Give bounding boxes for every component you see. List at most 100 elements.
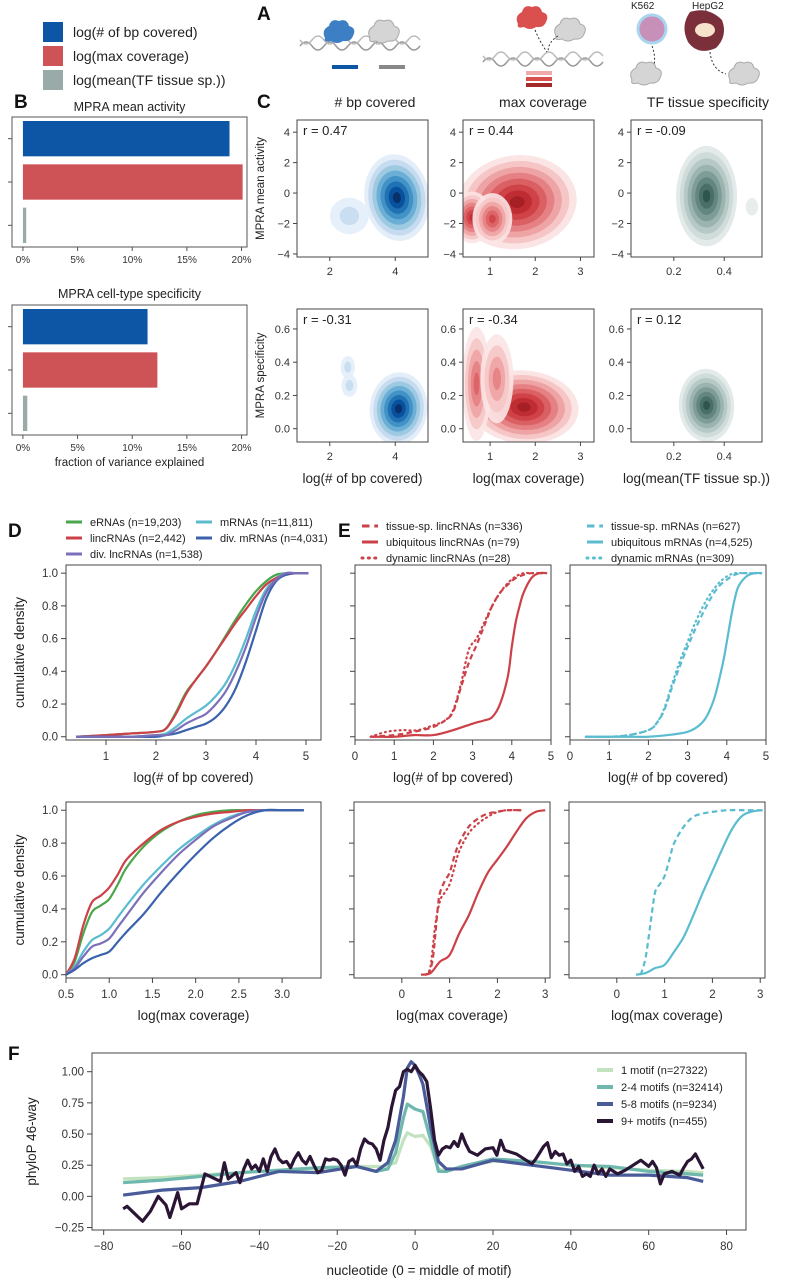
x-tick-label: 20 <box>487 1241 500 1253</box>
kde-plot-c-4: r = -0.31 0.0 0.2 0.4 0.6 2 4 MPRA specificity l… <box>255 308 429 486</box>
x-tick-label: 60 <box>642 1241 655 1253</box>
y-tick-label: −4 <box>277 249 290 261</box>
y-tick-label: 1.0 <box>42 805 58 817</box>
bar <box>22 164 243 200</box>
legend-item: tissue-sp. lincRNAs (n=336) <box>362 521 523 533</box>
density-level <box>703 400 711 410</box>
correlation-annotation: r = 0.47 <box>303 123 347 138</box>
coverage-bar-blue <box>332 65 358 69</box>
legend-swatch-gray <box>43 70 63 90</box>
nucleus-icon <box>695 23 715 37</box>
legend-label: 5-8 motifs (n=9234) <box>621 1099 717 1111</box>
y-tick-label: 0.6 <box>42 871 58 883</box>
x-tick-label: 3 <box>577 451 583 463</box>
y-tick-label: 0.4 <box>441 357 456 369</box>
y-tick-label: 2 <box>284 158 290 170</box>
series-line <box>370 571 548 738</box>
cell-label-hepg2: HepG2 <box>692 1 724 12</box>
y-tick-label: 0.6 <box>42 634 58 646</box>
y-tick-label: 0.0 <box>275 424 290 436</box>
coverage-bar <box>526 71 552 75</box>
y-tick-label: 0.0 <box>609 424 624 436</box>
x-tick-label: 2 <box>494 989 500 1001</box>
y-tick-label: −2 <box>277 219 290 231</box>
x-tick-label: 5 <box>548 751 554 763</box>
correlation-annotation: r = -0.34 <box>469 312 518 327</box>
series-line <box>65 809 304 976</box>
x-axis-label: log(# of bp covered) <box>393 770 513 785</box>
x-tick-label: 3 <box>542 989 548 1001</box>
x-axis-label: log(# of bp covered) <box>608 770 728 785</box>
density-level <box>517 402 531 412</box>
y-tick-label: 0.00 <box>62 1191 84 1203</box>
density-contours <box>678 368 735 442</box>
y-tick-label: 0.0 <box>42 970 58 982</box>
y-tick-label: 0.25 <box>62 1160 84 1172</box>
x-tick-label: 40 <box>564 1241 577 1253</box>
y-tick-label: 0 <box>450 188 456 200</box>
panel-label-c: C <box>257 92 271 113</box>
x-tick-label: 4 <box>392 451 398 463</box>
y-tick-label: 0.4 <box>42 904 59 916</box>
legend-label: log(max coverage) <box>73 48 189 64</box>
y-axis-label: phyloP 46-way <box>24 1097 39 1186</box>
y-tick-label: 2 <box>618 158 624 170</box>
plot-frame <box>630 119 763 258</box>
x-tick-label: 2.0 <box>188 989 204 1001</box>
series-line <box>65 808 304 976</box>
density-contours <box>340 355 428 442</box>
x-tick-label: 2 <box>709 989 715 1001</box>
plot-frame <box>65 801 322 979</box>
coverage-bar-gray <box>379 65 405 69</box>
y-tick-label: 0.8 <box>42 838 58 850</box>
line-chart-d-bottom: 0.0 0.2 0.4 0.6 0.8 1.0 0.5 1.0 1.5 2.0 2.5 3.0 log(… <box>12 801 322 1023</box>
y-tick-label: 4 <box>618 127 624 139</box>
x-axis-label: log(# of bp covered) <box>302 471 422 486</box>
y-tick-label: 1.0 <box>42 568 58 580</box>
series-line <box>65 809 304 976</box>
x-tick-label: 2 <box>645 751 651 763</box>
line-chart-e-bottom-left: 0 1 2 3 log(max coverage) <box>349 801 551 1023</box>
legend-item: div. mRNAs (n=4,031) <box>196 533 328 545</box>
series-line <box>635 809 763 976</box>
legend-item: div. lncRNAs (n=1,538) <box>66 549 203 561</box>
x-tick-label: 1 <box>661 989 667 1001</box>
legend-item: mRNAs (n=11,811) <box>196 517 313 529</box>
x-tick-label: 3 <box>757 989 763 1001</box>
x-tick-label: 20% <box>232 255 252 266</box>
x-tick-label: 0 <box>614 989 620 1001</box>
x-tick-label: 0.5 <box>58 989 74 1001</box>
bar <box>22 309 148 345</box>
legend-label: log(# of bp covered) <box>73 24 198 40</box>
x-tick-label: 20% <box>232 443 252 454</box>
x-tick-label: 4 <box>253 751 260 763</box>
y-tick-label: 0.2 <box>275 390 290 402</box>
x-tick-label: 3 <box>684 751 690 763</box>
legend-item: ubiquitous lincRNAs (n=79) <box>362 537 520 549</box>
bar-chart-b-bottom: MPRA cell-type specificity 0% 5% 10% 15% 20% f… <box>8 287 252 469</box>
density-contours <box>463 155 577 250</box>
arrow-icon <box>534 29 548 53</box>
legend-label: mRNAs (n=11,811) <box>220 517 313 529</box>
y-tick-label: 0.6 <box>441 324 456 336</box>
legend-item: log(max coverage) <box>43 46 189 66</box>
column-title: TF tissue specificity <box>646 94 770 110</box>
y-tick-label: 0.75 <box>62 1098 84 1110</box>
legend-label: ubiquitous mRNAs (n=4,525) <box>611 537 753 549</box>
series-line <box>370 571 548 738</box>
plot-frame <box>91 1052 747 1231</box>
y-tick-label: −4 <box>611 249 624 261</box>
y-tick-label: −0.25 <box>55 1223 84 1235</box>
x-tick-label: 10% <box>122 443 142 454</box>
y-tick-label: 0.2 <box>441 390 456 402</box>
series-line <box>123 1102 704 1185</box>
legend-label: log(mean(TF tissue sp.)) <box>73 72 226 88</box>
density-level <box>394 404 403 414</box>
correlation-annotation: r = -0.09 <box>637 123 686 138</box>
x-tick-label: 4 <box>724 751 731 763</box>
plot-frame <box>296 119 429 258</box>
legend-swatch-blue <box>43 22 63 42</box>
dna-helix-icon <box>482 51 604 67</box>
y-axis-label: MPRA mean activity <box>255 137 267 240</box>
